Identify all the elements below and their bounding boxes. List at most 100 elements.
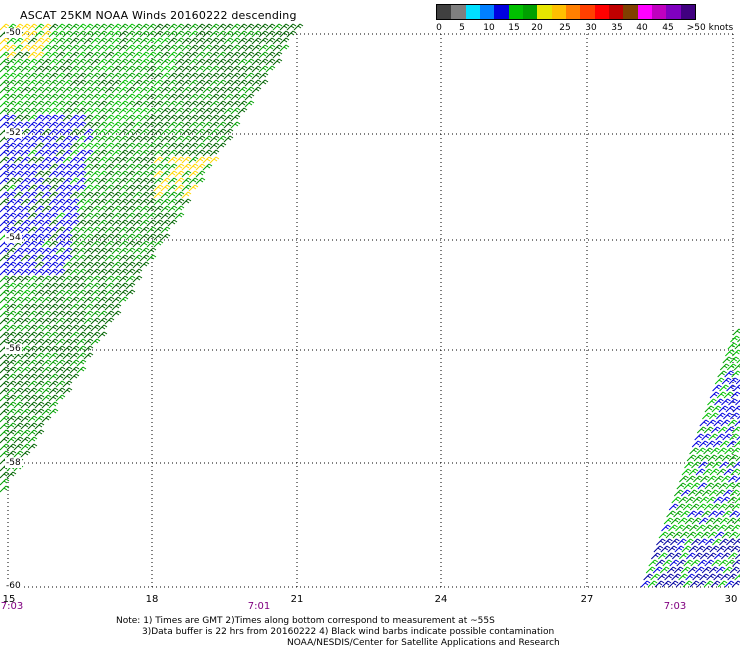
wind-barb	[153, 79, 164, 87]
wind-barb	[97, 275, 108, 283]
wind-barb	[83, 268, 94, 276]
wind-barb	[83, 289, 94, 297]
wind-barb	[34, 422, 45, 430]
wind-barb	[104, 51, 115, 59]
wind-barb	[48, 128, 59, 136]
wind-barb	[13, 107, 24, 115]
wind-barb	[666, 566, 677, 574]
wind-barb	[719, 461, 729, 469]
wind-barb	[97, 93, 108, 101]
wind-barb	[13, 422, 24, 430]
wind-barb	[104, 282, 115, 290]
wind-barb	[732, 482, 740, 490]
wind-barb	[48, 23, 59, 31]
wind-barb	[132, 142, 143, 150]
wind-barb	[97, 247, 108, 255]
wind-barb	[736, 569, 740, 574]
wind-barb	[202, 107, 213, 115]
wind-barb	[279, 44, 290, 52]
wind-barb	[714, 475, 724, 483]
wind-barb	[48, 184, 59, 192]
wind-barb	[118, 289, 129, 297]
wind-barb	[69, 128, 80, 136]
wind-barb	[132, 212, 143, 220]
wind-barb	[48, 65, 59, 73]
wind-barb	[146, 240, 157, 248]
wind-barb	[640, 580, 651, 588]
wind-barb	[97, 163, 108, 171]
wind-barb	[209, 65, 220, 73]
wind-barb	[125, 212, 136, 220]
legend-tick: 25	[559, 23, 571, 33]
wind-barb	[721, 398, 731, 406]
legend-color-cell	[451, 5, 466, 19]
wind-barb	[111, 44, 122, 52]
wind-barb	[251, 51, 262, 59]
wind-barb	[727, 496, 738, 504]
wind-barb	[97, 23, 108, 31]
wind-barb	[718, 405, 729, 413]
wind-barb	[55, 310, 66, 318]
wind-barb	[720, 496, 731, 504]
wind-barb	[34, 338, 45, 346]
wind-barb	[125, 37, 136, 45]
wind-barb	[118, 177, 129, 185]
wind-barb	[153, 191, 164, 199]
wind-barb	[48, 380, 59, 388]
wind-barb	[690, 482, 701, 490]
wind-barb	[701, 510, 711, 518]
wind-barb	[160, 233, 171, 241]
wind-barb	[730, 545, 740, 553]
wind-barb	[709, 545, 720, 553]
wind-barb	[111, 198, 122, 206]
wind-barb	[674, 545, 685, 553]
wind-barb	[76, 191, 87, 199]
wind-barb	[111, 191, 122, 199]
wind-barb	[139, 23, 150, 31]
wind-barb	[69, 261, 80, 269]
wind-barb	[160, 100, 171, 108]
wind-barb	[0, 72, 10, 80]
wind-barb	[90, 58, 101, 66]
wind-barb	[181, 121, 192, 129]
wind-barb	[55, 37, 66, 45]
wind-barb	[139, 254, 150, 262]
wind-barb	[700, 454, 711, 462]
wind-barb	[83, 261, 94, 269]
wind-barb	[55, 338, 66, 346]
wind-barb	[62, 359, 73, 367]
wind-barb	[721, 531, 732, 539]
wind-barb	[704, 405, 715, 413]
wind-barb	[111, 247, 122, 255]
wind-barb	[104, 247, 115, 255]
wind-barb	[729, 356, 740, 364]
wind-barb	[689, 524, 699, 532]
wind-barb	[118, 226, 129, 234]
wind-barb	[90, 212, 101, 220]
wind-barb	[659, 566, 670, 574]
wind-barb	[27, 93, 38, 101]
wind-barb	[216, 107, 227, 115]
wind-barb	[34, 380, 45, 388]
wind-barb	[139, 93, 150, 101]
wind-barb	[668, 580, 679, 588]
wind-barb	[97, 254, 108, 262]
wind-barb	[13, 303, 24, 311]
wind-barb	[0, 205, 10, 213]
wind-barb	[83, 275, 94, 283]
wind-barb	[146, 114, 157, 122]
wind-barb	[708, 489, 719, 497]
wind-barb	[707, 531, 718, 539]
wind-barb	[41, 275, 52, 283]
wind-barb	[160, 51, 171, 59]
wind-barb	[705, 440, 716, 448]
wind-barb	[706, 573, 716, 581]
wind-barb	[237, 44, 248, 52]
wind-barb	[41, 268, 52, 276]
wind-barb	[69, 198, 80, 206]
wind-barb	[97, 296, 108, 304]
wind-barb	[146, 30, 157, 38]
wind-barb	[160, 149, 171, 157]
wind-barb	[139, 240, 150, 248]
wind-barb	[69, 233, 80, 241]
